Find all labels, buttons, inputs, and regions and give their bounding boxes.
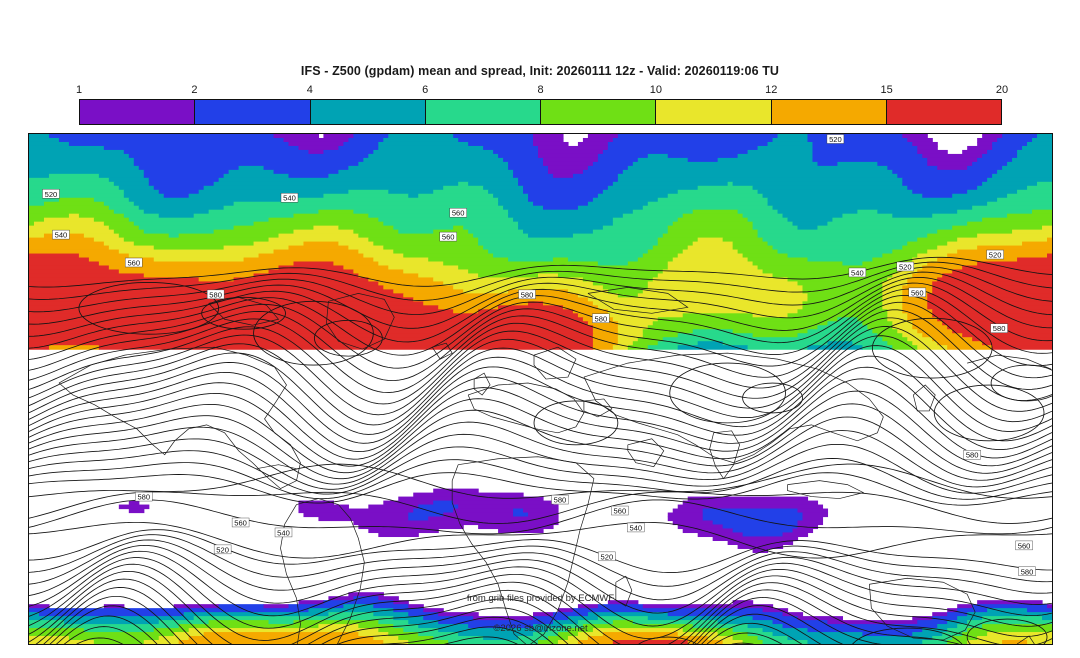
map-canvas: 520 540 560 580 540 560 560 580 580 520 540 520 560 5… [29, 134, 1052, 644]
svg-text:520: 520 [989, 251, 1002, 260]
spread-filled-contours [29, 134, 1052, 644]
colorbar-segment-2-4 [195, 100, 311, 124]
svg-text:580: 580 [1021, 567, 1034, 576]
svg-text:560: 560 [127, 258, 140, 267]
coastlines [58, 287, 1052, 644]
colorbar-segment-8-10 [541, 100, 657, 124]
colorbar [79, 99, 1002, 125]
svg-text:580: 580 [595, 314, 608, 323]
svg-text:580: 580 [521, 290, 534, 299]
svg-text:580: 580 [209, 290, 222, 299]
svg-text:580: 580 [966, 451, 979, 460]
credit-copyright: ©2026 sb@irizone.net [493, 623, 588, 634]
svg-text:580: 580 [554, 496, 567, 505]
credit-source: from grib files provided by ECMWF [466, 593, 615, 604]
svg-text:520: 520 [829, 135, 842, 144]
svg-text:560: 560 [234, 518, 247, 527]
colorbar-segment-6-8 [425, 100, 541, 124]
svg-text:520: 520 [45, 190, 58, 199]
svg-text:560: 560 [911, 288, 924, 297]
svg-text:520: 520 [601, 552, 614, 561]
svg-text:520: 520 [216, 545, 229, 554]
page-title: IFS - Z500 (gpdam) mean and spread, Init… [300, 64, 780, 78]
svg-text:580: 580 [137, 493, 150, 502]
map-frame: 520 540 560 580 540 560 560 580 580 520 540 520 560 5… [28, 133, 1053, 645]
colorbar-tick-2: 2 [191, 84, 198, 96]
svg-text:540: 540 [629, 523, 642, 532]
contour-labels: 5205405605805405605605805805205405205605… [42, 134, 1036, 576]
svg-text:560: 560 [614, 507, 627, 516]
colorbar-segment-15-20 [886, 100, 1001, 124]
svg-text:520: 520 [899, 262, 912, 271]
colorbar-tick-8: 8 [537, 84, 544, 96]
colorbar-tick-1: 1 [75, 84, 83, 96]
colorbar-tick-15: 15 [880, 84, 893, 96]
colorbar-tick-10: 10 [649, 84, 662, 96]
colorbar-tick-6: 6 [422, 84, 429, 96]
svg-text:540: 540 [55, 231, 68, 240]
colorbar-segment-4-6 [310, 100, 426, 124]
colorbar-segment-10-12 [656, 100, 772, 124]
svg-text:560: 560 [452, 209, 465, 218]
svg-text:540: 540 [851, 268, 864, 277]
svg-text:540: 540 [277, 528, 290, 537]
colorbar-segment-12-15 [771, 100, 887, 124]
colorbar-tick-labels: 1 2 4 6 8 10 12 15 20 [75, 84, 1008, 98]
colorbar-tick-20: 20 [995, 84, 1009, 96]
mean-height-contours [29, 256, 1052, 644]
colorbar-segments [79, 99, 1002, 125]
svg-text:560: 560 [442, 233, 455, 242]
colorbar-segment-1-2 [80, 100, 196, 124]
svg-text:540: 540 [283, 194, 296, 203]
svg-text:560: 560 [1018, 541, 1031, 550]
svg-text:580: 580 [993, 324, 1006, 333]
colorbar-tick-12: 12 [765, 84, 778, 96]
colorbar-tick-4: 4 [306, 84, 313, 96]
